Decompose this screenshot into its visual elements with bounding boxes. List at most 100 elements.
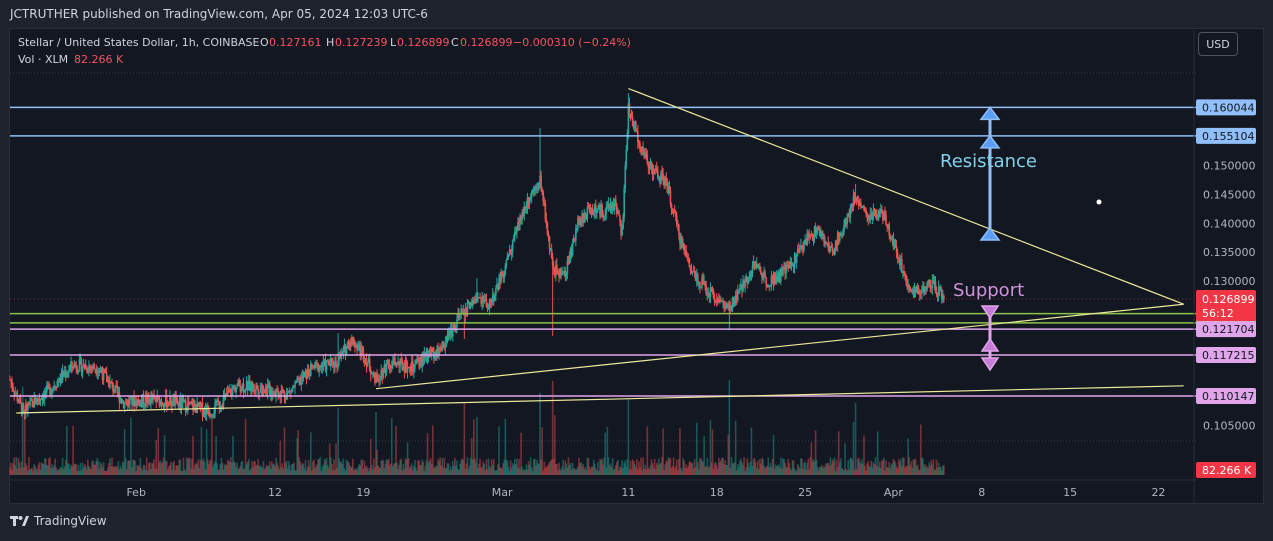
volume-bar xyxy=(303,468,306,475)
volume-bar xyxy=(905,466,907,475)
volume-bar xyxy=(110,466,112,475)
candle-body xyxy=(338,356,340,361)
legend-change: −0.000310 (−0.24%) xyxy=(513,36,631,49)
candle-body xyxy=(143,404,146,406)
volume-bar xyxy=(896,468,899,475)
candle-body xyxy=(873,209,876,215)
candle-body xyxy=(496,283,498,289)
volume-bar xyxy=(501,468,503,475)
volume-bar xyxy=(721,457,723,475)
candle-body xyxy=(343,345,346,348)
candle-body xyxy=(240,388,243,392)
candle-body xyxy=(669,189,672,204)
volume-bar xyxy=(27,470,29,475)
candle-body xyxy=(664,177,667,186)
candle-body xyxy=(217,400,220,402)
volume-bar xyxy=(551,380,554,475)
volume-bar xyxy=(105,470,108,475)
candle-body xyxy=(697,274,699,284)
volume-bar xyxy=(816,467,819,475)
volume-bar xyxy=(506,460,509,475)
volume-bar xyxy=(237,468,240,475)
volume-bar xyxy=(869,465,872,475)
candle-body xyxy=(695,274,698,281)
volume-bar xyxy=(559,468,561,475)
support-arrowhead-2 xyxy=(980,337,1000,352)
candle-body xyxy=(674,213,677,217)
candle-body xyxy=(47,384,49,386)
candle-body xyxy=(796,248,799,254)
candle-body xyxy=(479,297,481,299)
volume-bar xyxy=(627,399,630,475)
candle-body xyxy=(675,216,678,225)
candle-body xyxy=(862,205,864,207)
volume-bar xyxy=(449,466,452,475)
candle-body xyxy=(877,210,880,218)
candle-body xyxy=(732,298,735,305)
candle-body xyxy=(462,310,465,313)
volume-bar xyxy=(835,459,838,475)
volume-bar xyxy=(646,426,649,475)
candle-body xyxy=(936,294,939,296)
candle-body xyxy=(369,370,372,375)
candle-body xyxy=(605,207,608,215)
candle-body xyxy=(492,294,495,301)
volume-bar xyxy=(746,458,749,475)
volume-bar xyxy=(92,460,94,475)
volume-bar xyxy=(274,466,276,475)
volume-bar xyxy=(540,459,542,475)
volume-bar xyxy=(13,457,16,475)
volume-bar xyxy=(362,468,365,475)
candle-body xyxy=(68,370,70,373)
candle-body xyxy=(404,362,407,372)
candle-body xyxy=(15,393,18,395)
volume-bar xyxy=(242,468,245,475)
candle-body xyxy=(196,402,199,413)
candle-body xyxy=(409,366,412,372)
volume-bar xyxy=(17,458,20,475)
candle-body xyxy=(557,270,559,273)
volume-bar xyxy=(639,467,641,475)
volume-bars xyxy=(9,380,945,475)
volume-bar xyxy=(61,457,64,475)
volume-bar xyxy=(886,467,888,475)
candle-body xyxy=(613,199,616,210)
volume-bar xyxy=(768,467,771,475)
volume-bar xyxy=(810,442,813,475)
candle-body xyxy=(233,386,235,390)
volume-bar xyxy=(828,465,831,475)
candle-body xyxy=(76,368,79,372)
volume-bar xyxy=(134,460,136,475)
candle-body xyxy=(415,363,417,365)
candle-body xyxy=(445,335,448,341)
volume-bar xyxy=(226,459,229,475)
volume-bar xyxy=(885,460,887,475)
candle-body xyxy=(295,382,297,384)
candle-body xyxy=(526,197,529,208)
candle-body xyxy=(58,380,61,383)
volume-bar xyxy=(166,469,169,475)
candle-body xyxy=(250,381,252,391)
volume-bar xyxy=(260,466,263,475)
volume-bar xyxy=(122,462,125,475)
volume-bar xyxy=(434,467,436,475)
volume-bar xyxy=(95,461,98,475)
volume-bar xyxy=(168,466,170,475)
currency-button[interactable]: USD xyxy=(1198,32,1238,56)
volume-bar xyxy=(38,462,41,475)
tradingview-logo[interactable]: TradingView xyxy=(10,514,107,528)
candle-body xyxy=(711,289,714,291)
volume-bar xyxy=(532,459,535,475)
candle-body xyxy=(611,203,614,210)
candle-body xyxy=(759,265,761,271)
candle-body xyxy=(760,270,762,275)
volume-bar xyxy=(529,457,532,475)
candle-body xyxy=(203,407,206,413)
candle-body xyxy=(354,345,356,348)
candle-body xyxy=(699,281,701,288)
volume-bar xyxy=(43,458,46,475)
volume-bar xyxy=(808,469,811,475)
candle-body xyxy=(54,386,57,388)
volume-bar xyxy=(939,466,942,475)
